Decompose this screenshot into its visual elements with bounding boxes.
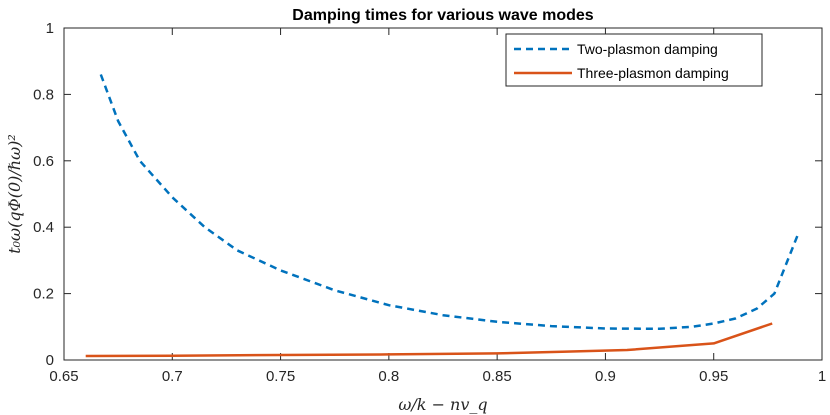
x-tick-label: 0.85 (483, 368, 512, 385)
legend-label-two-plasmon: Two-plasmon damping (577, 41, 718, 57)
y-tick-label: 0.8 (33, 86, 54, 103)
y-axis-label: t₀ω(qΦ(0)/ℏω)² (5, 134, 24, 254)
y-tick-label: 0 (46, 352, 54, 369)
y-tick-label: 0.6 (33, 153, 54, 170)
x-tick-label: 0.9 (595, 368, 616, 385)
x-tick-label: 0.95 (699, 368, 728, 385)
series-line-three-plasmon (85, 322, 773, 358)
x-tick-label: 0.7 (162, 368, 183, 385)
legend: Two-plasmon damping Three-plasmon dampin… (505, 33, 763, 87)
series-line-two-plasmon (99, 74, 800, 331)
axis-ticks: 0.65 0.7 0.75 0.8 0.85 0.9 0.95 1 0 0.2 0.4 0.6 0.8 1 (33, 20, 826, 385)
legend-box (505, 33, 763, 87)
y-tick-label: 1 (46, 20, 54, 37)
axes-box (63, 27, 823, 361)
x-axis-label: ω/k − nv_q (398, 395, 487, 414)
x-tick-label: 0.65 (49, 368, 78, 385)
y-tick-label: 0.2 (33, 286, 54, 303)
chart-title: Damping times for various wave modes (292, 7, 594, 24)
x-tick-label: 0.75 (266, 368, 295, 385)
y-tick-label: 0.4 (33, 219, 54, 236)
series-lines (85, 74, 800, 358)
legend-label-three-plasmon: Three-plasmon damping (577, 65, 729, 81)
x-tick-label: 1 (818, 368, 826, 385)
x-tick-label: 0.8 (378, 368, 399, 385)
